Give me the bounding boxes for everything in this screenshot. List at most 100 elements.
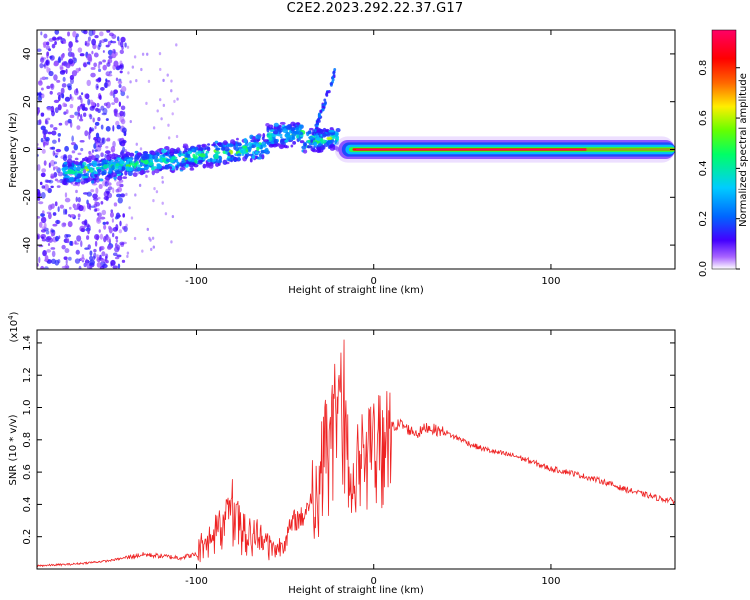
snr-series-line [37,339,675,568]
heatmap-cell [235,143,239,148]
heatmap-cell [94,154,100,159]
heatmap-cell [227,152,231,158]
heatmap-cell [51,43,56,49]
heatmap-cell [40,213,45,217]
heatmap-cell [161,175,164,180]
heatmap-cell [80,147,84,152]
heatmap-cell [94,240,98,247]
heatmap-cell [105,44,110,48]
heatmap-cell [97,196,101,200]
heatmap-cell [112,252,118,257]
heatmap-cell [57,36,63,40]
heatmap-cell [61,83,67,88]
heatmap-cell [117,197,123,204]
heatmap-cell [153,187,156,191]
heatmap-cell [105,80,110,83]
heatmap-cell [108,227,113,234]
heatmap-cell [330,82,334,86]
heatmap-cell [115,212,121,219]
heatmap-cell [77,96,81,100]
spectrogram-ticks: -100 0 100 -40 -20 0 20 40 [22,30,675,287]
heatmap-cell [170,240,173,244]
heatmap-cell [90,180,95,184]
heatmap-cell [74,161,80,165]
y-tick-label: 0.4 [22,496,33,512]
heatmap-cell [116,181,121,187]
heatmap-cell [298,124,303,129]
heatmap-cell [52,212,57,216]
heatmap-cell [233,157,238,162]
heatmap-cell [48,179,54,184]
heatmap-cell [143,159,149,165]
heatmap-cell [65,258,68,265]
heatmap-cell [98,229,101,233]
heatmap-cell [113,97,119,104]
heatmap-cell [40,137,44,143]
heatmap-cell [112,92,116,99]
colorbar-tick-label: 0.0 [698,261,709,277]
heatmap-cell [98,68,102,73]
heatmap-cell [61,222,67,228]
heatmap-cell [95,187,99,195]
heatmap-cell [72,203,77,209]
heatmap-cell [74,258,81,264]
heatmap-cell [39,57,45,63]
heatmap-cell [170,79,173,83]
heatmap-cell [115,239,119,243]
heatmap-cell [57,104,62,111]
heatmap-cell [248,153,254,157]
colorbar-label: Normalized spectral amplitude [738,73,749,227]
heatmap-cell [297,137,301,142]
heatmap-cell [162,103,166,108]
heatmap-cell [103,82,109,89]
heatmap-cell [97,116,101,122]
heatmap-cell [67,85,72,91]
heatmap-cell [73,144,79,151]
heatmap-cell [46,117,51,121]
heatmap-cell [94,125,97,130]
heatmap-cell [262,144,267,148]
heatmap-cell [284,144,288,149]
heatmap-cell [214,152,219,158]
heatmap-cell [67,213,71,217]
heatmap-cell [114,242,118,248]
heatmap-cell [87,229,90,235]
heatmap-cell [321,105,325,109]
heatmap-cell [89,259,95,266]
heatmap-cell [170,89,173,93]
heatmap-cell [67,256,72,261]
heatmap-cell [94,171,98,175]
snr-panel: -100 0 100 0.2 0.4 0.6 0.8 1.0 1.2 1.4 Height of … [7,311,676,596]
heatmap-cell [60,93,65,99]
heatmap-cell [311,149,318,153]
heatmap-cell [89,126,92,134]
heatmap-cell [319,109,323,113]
y-tick-label: 0.8 [22,432,33,448]
heatmap-cell [81,254,85,260]
heatmap-cell [105,221,109,225]
heatmap-cell [99,31,104,37]
heatmap-cell [273,139,278,144]
x-tick-label: 0 [371,576,377,587]
heatmap-cell [207,143,211,146]
colorbar: 0.0 0.2 0.4 0.6 0.8 Normalized spectral ampl… [698,29,749,277]
heatmap-cell [68,176,75,182]
heatmap-cell [145,170,150,173]
heatmap-cell [87,98,91,106]
x-tick-label: 100 [541,576,560,587]
heatmap-cell [141,52,145,56]
heatmap-cell [98,184,103,190]
heatmap-cell [41,185,46,189]
heatmap-cell [93,203,98,208]
heatmap-cell [175,134,179,139]
heatmap-cell [141,249,144,253]
heatmap-cell [109,211,114,218]
heatmap-cell [255,143,260,148]
heatmap-cell [242,151,248,155]
heatmap-cell [96,102,100,108]
heatmap-cell [57,94,61,102]
heatmap-cell [69,104,74,109]
heatmap-cell [120,41,124,48]
heatmap-cell [121,259,126,263]
heatmap-cell [310,139,314,143]
